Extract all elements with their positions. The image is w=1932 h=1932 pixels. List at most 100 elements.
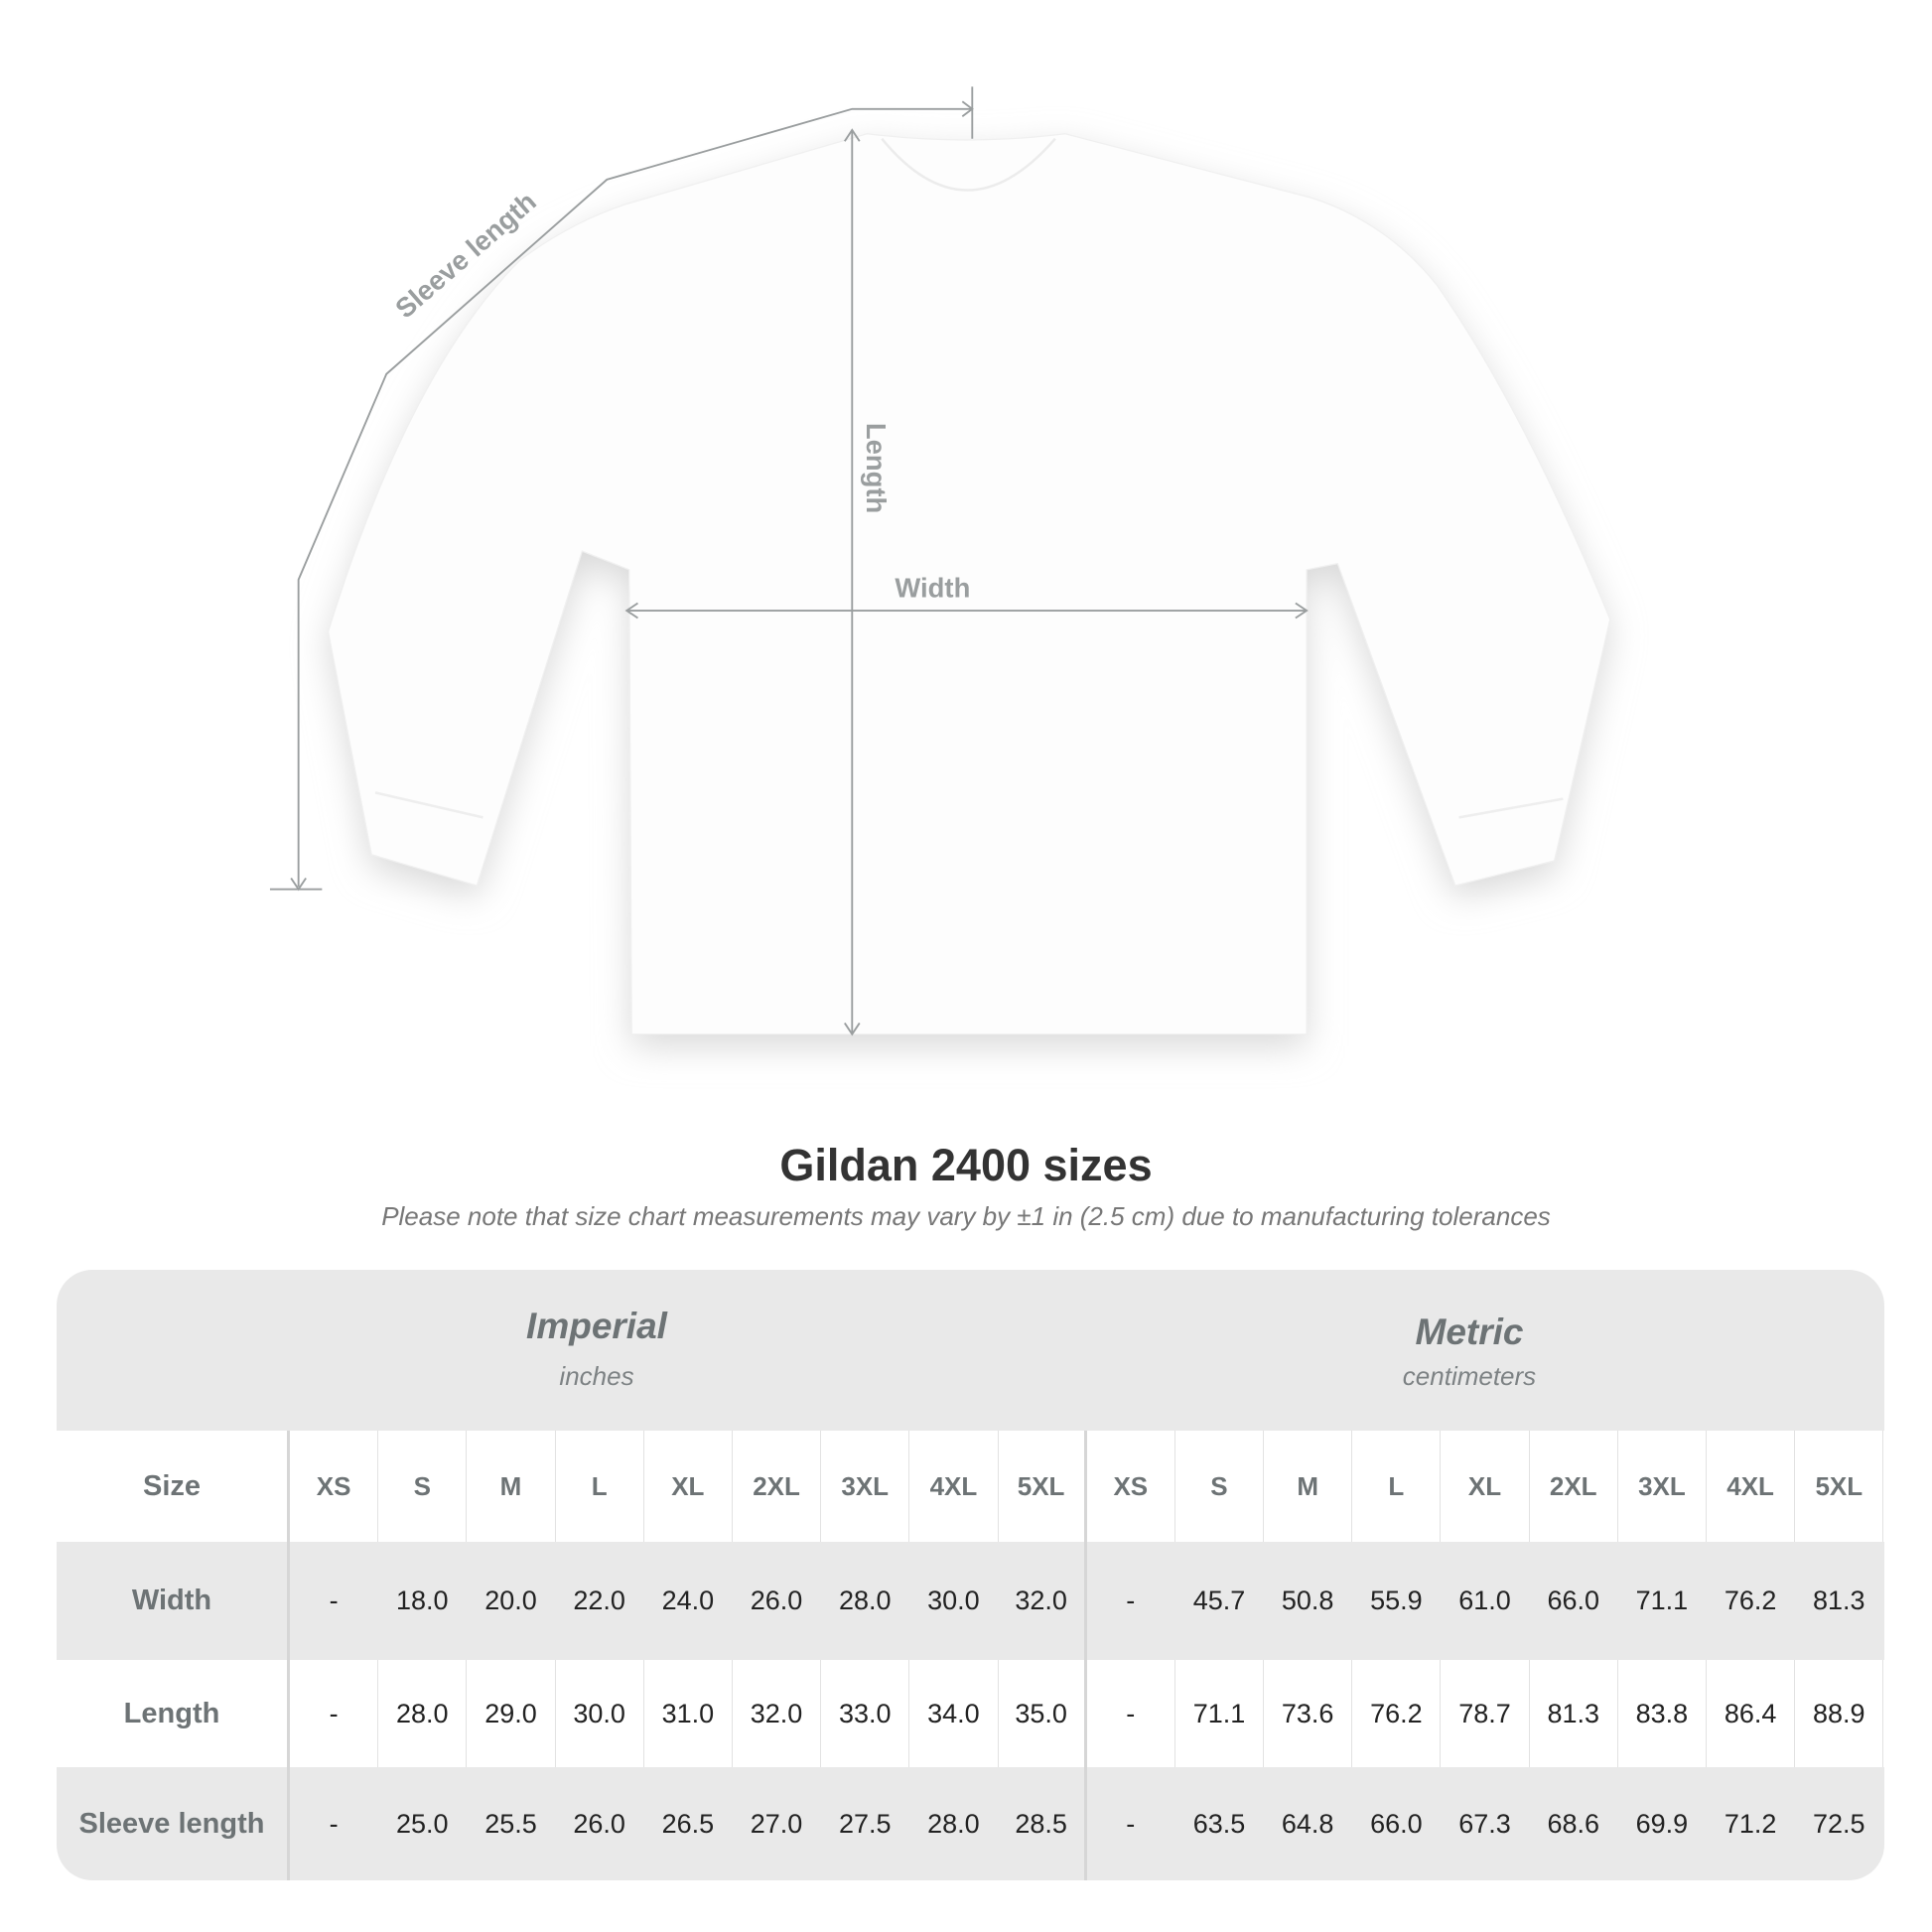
metric-value-cell: 81.3 xyxy=(1795,1542,1884,1660)
row-label: Length xyxy=(57,1660,290,1767)
row-label: Width xyxy=(57,1542,290,1660)
shirt-measurement-diagram: Sleeve length Length Width xyxy=(269,86,1611,1047)
metric-value-cell: 72.5 xyxy=(1795,1767,1884,1880)
metric-size-s: S xyxy=(1175,1431,1265,1542)
metric-value-cell: 61.0 xyxy=(1441,1542,1530,1660)
tolerance-note: Please note that size chart measurements… xyxy=(381,1201,1551,1231)
size-row: Size XS S M L XL 2XL 3XL 4XL 5XL XS S M L XL 2XL 3XL 4XL 5… xyxy=(57,1431,1884,1542)
imperial-value-cell: 28.0 xyxy=(909,1767,999,1880)
table-row-length: Length -28.0 29.0 30.0 31.0 32.0 33.0 34.0 35.0-… xyxy=(57,1660,1884,1767)
unit-header-band xyxy=(57,1270,1884,1431)
metric-value-cell: 88.9 xyxy=(1795,1660,1884,1767)
imperial-value-cell: 27.0 xyxy=(733,1767,822,1880)
imperial-value-cell: 18.0 xyxy=(378,1542,468,1660)
imperial-value-cell: 26.5 xyxy=(644,1767,733,1880)
imperial-size-3xl: 3XL xyxy=(821,1431,910,1542)
metric-value-cell: 50.8 xyxy=(1264,1542,1353,1660)
table-row-width: Width -18.0 20.0 22.0 24.0 26.0 28.0 30.0 32.0-4… xyxy=(57,1542,1884,1660)
metric-value-cell: 83.8 xyxy=(1618,1660,1707,1767)
metric-value-cell: 71.1 xyxy=(1618,1542,1707,1660)
imperial-value-cell: 28.0 xyxy=(821,1542,910,1660)
length-arrow-bottom xyxy=(844,1022,861,1036)
metric-title: Metric xyxy=(1415,1311,1524,1352)
imperial-size-xl: XL xyxy=(644,1431,733,1542)
imperial-size-xs: XS xyxy=(290,1431,379,1542)
width-arrow-left xyxy=(624,602,638,620)
page-title: Gildan 2400 sizes xyxy=(779,1140,1153,1190)
imperial-value-cell: 35.0 xyxy=(999,1660,1087,1767)
table-row-sleeve-length: Sleeve length -25.0 25.5 26.0 26.5 27.0 27.5 28… xyxy=(57,1767,1884,1880)
shirt-body xyxy=(327,133,1611,1035)
imperial-size-l: L xyxy=(556,1431,644,1542)
metric-value-cell: 73.6 xyxy=(1264,1660,1353,1767)
metric-value-cell: 45.7 xyxy=(1175,1542,1265,1660)
sleeve-arrow-head-bottom xyxy=(290,877,307,892)
imperial-value-cell: - xyxy=(290,1660,379,1767)
metric-size-xl: XL xyxy=(1441,1431,1530,1542)
imperial-size-4xl: 4XL xyxy=(909,1431,999,1542)
metric-value-cell: 64.8 xyxy=(1264,1767,1353,1880)
imperial-value-cell: 34.0 xyxy=(909,1660,999,1767)
imperial-unit: inches xyxy=(559,1361,634,1391)
width-arrow-right xyxy=(1295,602,1309,620)
metric-size-2xl: 2XL xyxy=(1530,1431,1618,1542)
imperial-size-m: M xyxy=(467,1431,556,1542)
imperial-value-cell: 32.0 xyxy=(733,1660,822,1767)
imperial-value-cell: 29.0 xyxy=(467,1660,556,1767)
metric-size-3xl: 3XL xyxy=(1618,1431,1707,1542)
metric-value-cell: 69.9 xyxy=(1618,1767,1707,1880)
metric-size-m: M xyxy=(1264,1431,1353,1542)
metric-value-cell: 71.1 xyxy=(1175,1660,1265,1767)
imperial-title: Imperial xyxy=(526,1306,667,1346)
width-label: Width xyxy=(895,572,970,603)
imperial-header: Imperial inches xyxy=(348,1306,845,1392)
metric-value-cell: - xyxy=(1087,1542,1175,1660)
imperial-value-cell: 20.0 xyxy=(467,1542,556,1660)
length-label: Length xyxy=(861,423,892,513)
metric-value-cell: 78.7 xyxy=(1441,1660,1530,1767)
sleeve-arrow-head-top xyxy=(961,100,974,118)
metric-value-cell: 76.2 xyxy=(1707,1542,1796,1660)
metric-value-cell: 71.2 xyxy=(1707,1767,1796,1880)
metric-unit: centimeters xyxy=(1402,1361,1537,1391)
metric-header: Metric centimeters xyxy=(1221,1311,1718,1392)
imperial-value-cell: 26.0 xyxy=(733,1542,822,1660)
imperial-value-cell: 26.0 xyxy=(556,1767,644,1880)
imperial-value-cell: - xyxy=(290,1542,379,1660)
metric-value-cell: - xyxy=(1087,1660,1175,1767)
imperial-size-s: S xyxy=(378,1431,468,1542)
imperial-value-cell: 28.0 xyxy=(378,1660,468,1767)
metric-value-cell: 76.2 xyxy=(1352,1660,1442,1767)
metric-value-cell: 66.0 xyxy=(1352,1767,1442,1880)
shirt-collar xyxy=(881,137,1056,192)
imperial-value-cell: 30.0 xyxy=(909,1542,999,1660)
metric-value-cell: 67.3 xyxy=(1441,1767,1530,1880)
imperial-size-5xl: 5XL xyxy=(999,1431,1087,1542)
metric-size-xs: XS xyxy=(1087,1431,1175,1542)
metric-value-cell: 63.5 xyxy=(1175,1767,1265,1880)
sleeve-length-line xyxy=(297,107,973,888)
size-header-label: Size xyxy=(57,1431,290,1542)
imperial-value-cell: 24.0 xyxy=(644,1542,733,1660)
length-arrow-top xyxy=(844,128,861,142)
metric-value-cell: 55.9 xyxy=(1352,1542,1442,1660)
metric-size-5xl: 5XL xyxy=(1795,1431,1884,1542)
imperial-value-cell: 28.5 xyxy=(999,1767,1087,1880)
imperial-value-cell: 25.0 xyxy=(378,1767,468,1880)
metric-value-cell: 81.3 xyxy=(1530,1660,1618,1767)
imperial-value-cell: 22.0 xyxy=(556,1542,644,1660)
imperial-value-cell: 27.5 xyxy=(821,1767,910,1880)
imperial-value-cell: 25.5 xyxy=(467,1767,556,1880)
imperial-value-cell: 30.0 xyxy=(556,1660,644,1767)
imperial-value-cell: 33.0 xyxy=(821,1660,910,1767)
shirt-cuff-left xyxy=(374,791,483,819)
metric-value-cell: 68.6 xyxy=(1530,1767,1618,1880)
metric-value-cell: 66.0 xyxy=(1530,1542,1618,1660)
metric-size-l: L xyxy=(1352,1431,1442,1542)
imperial-value-cell: 32.0 xyxy=(999,1542,1087,1660)
metric-value-cell: - xyxy=(1087,1767,1175,1880)
imperial-value-cell: 31.0 xyxy=(644,1660,733,1767)
imperial-size-2xl: 2XL xyxy=(733,1431,822,1542)
imperial-value-cell: - xyxy=(290,1767,379,1880)
metric-value-cell: 86.4 xyxy=(1707,1660,1796,1767)
